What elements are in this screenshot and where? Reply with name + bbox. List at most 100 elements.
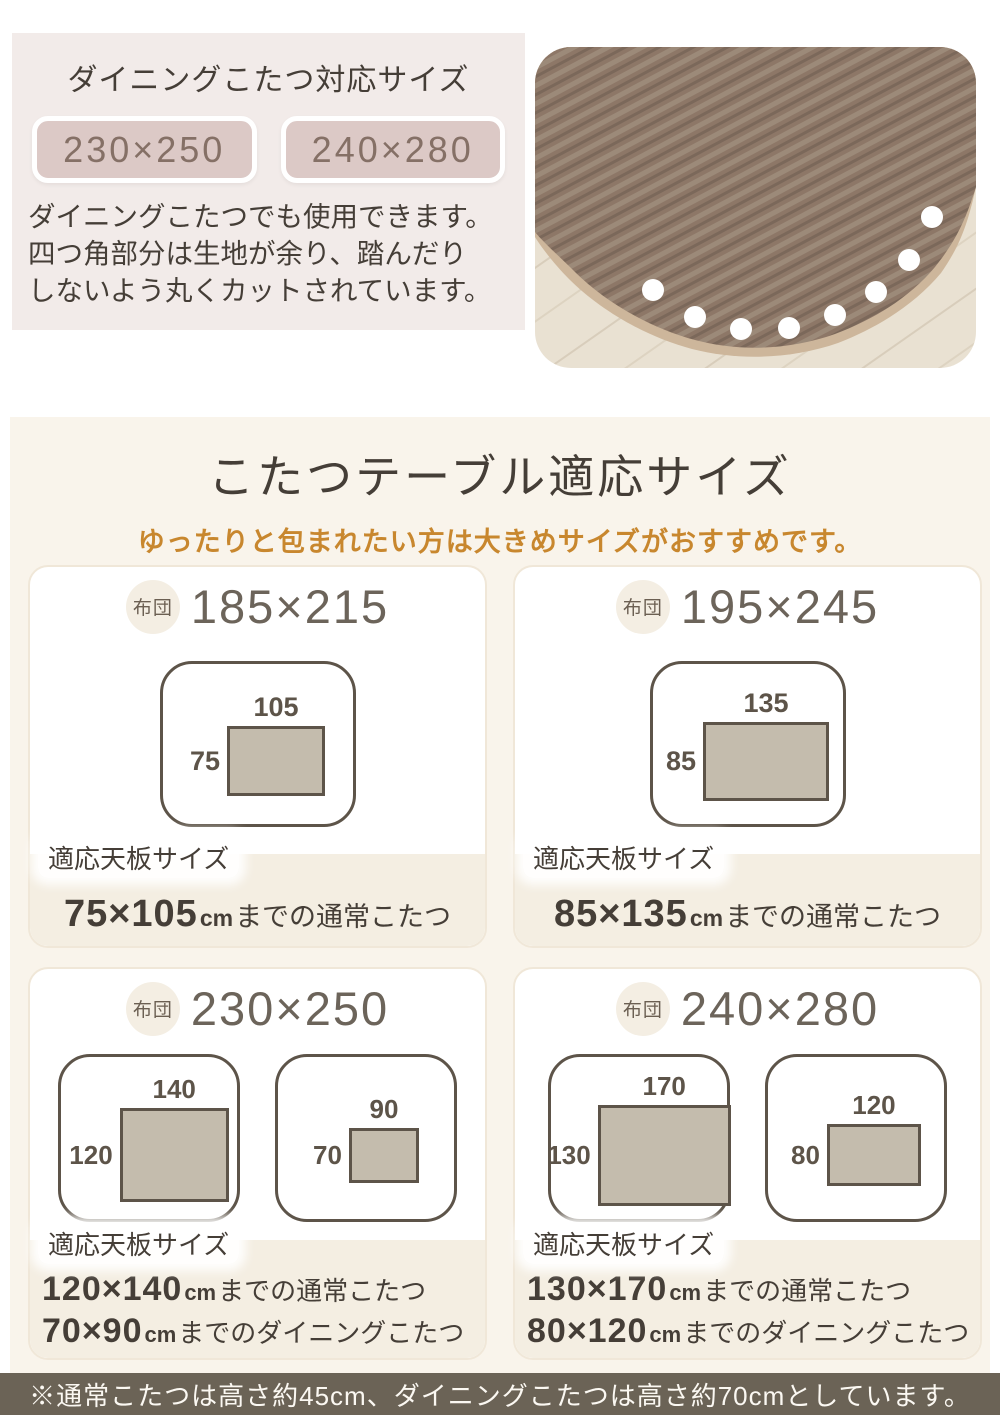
futon-badge: 布団	[615, 579, 670, 634]
footnote-text: ※通常こたつは高さ約45cm、ダイニングこたつは高さ約70cmとしています。	[29, 1380, 971, 1411]
futon-badge: 布団	[125, 579, 180, 634]
size-section-title: こたつテーブル適応サイズ	[208, 451, 792, 503]
kotatsu-futon-outline: 120 80	[765, 1054, 947, 1222]
dining-description-line3: しないよう丸くカットされています。	[28, 275, 492, 306]
fit-unit: cm	[649, 1321, 682, 1347]
table-width-label: 105	[253, 692, 299, 722]
futon-badge: 布団	[615, 981, 670, 1036]
fit-line: 130×170 cm までの通常こたつ	[527, 1270, 911, 1309]
card-header: 布団 230×250	[30, 981, 485, 1036]
fit-lines: 120×140 cm までの通常こたつ 70×90 cm までのダイニングこたつ	[30, 1240, 485, 1358]
size-badge-240x280: 240×280	[280, 116, 505, 183]
table-diagrams: 135 85	[515, 634, 980, 854]
dining-description: ダイニングこたつでも使用できます。 四つ角部分は生地が余り、踏んだり しないよう…	[28, 198, 525, 309]
fit-description: までの通常こたつ	[725, 901, 942, 932]
table-top-rect	[826, 1124, 921, 1186]
fit-description: までの通常こたつ	[703, 1275, 912, 1306]
futon-badge: 布団	[125, 981, 180, 1036]
table-depth-label: 70	[313, 1139, 342, 1170]
top-panel-size-label: 適応天板サイズ	[38, 837, 240, 878]
diagram-grid: 135 85	[665, 687, 830, 801]
table-width-label: 135	[743, 687, 789, 718]
size-card: 布団 230×250 140 120 90 70 適応天板サイズ 120×140…	[28, 967, 487, 1360]
table-width-label: 90	[369, 1093, 399, 1124]
dining-panel: ダイニングこたつ対応サイズ 230×250 240×280 ダイニングこたつでも…	[12, 33, 525, 330]
kotatsu-table-size-section: こたつテーブル適応サイズ ゆったりと包まれたい方は大きめサイズがおすすめです。 …	[10, 417, 990, 1373]
fit-unit: cm	[669, 1279, 702, 1305]
top-panel-size-label: 適応天板サイズ	[38, 1223, 240, 1264]
table-depth-label: 120	[69, 1139, 113, 1170]
fit-size-value: 75×105	[63, 892, 198, 935]
dining-size-badges: 230×250 240×280	[32, 116, 505, 183]
table-depth-label: 80	[791, 1139, 820, 1170]
table-diagrams: 105 75	[30, 634, 485, 854]
footnote-bar: ※通常こたつは高さ約45cm、ダイニングこたつは高さ約70cmとしています。	[0, 1373, 1000, 1415]
card-fit-panel: 適応天板サイズ 130×170 cm までの通常こたつ 80×120 cm までのダイニ…	[515, 1223, 980, 1358]
fit-size-value: 80×120	[527, 1311, 648, 1350]
fit-size-value: 85×135	[553, 892, 688, 935]
fit-description: までの通常こたつ	[218, 1275, 427, 1306]
fit-unit: cm	[184, 1279, 217, 1305]
fit-line: 120×140 cm までの通常こたつ	[42, 1270, 426, 1309]
card-fit-panel: 適応天板サイズ 120×140 cm までの通常こたつ 70×90 cm までのダイニン…	[30, 1223, 485, 1358]
table-width-label: 170	[642, 1070, 686, 1101]
fit-unit: cm	[689, 904, 724, 931]
fit-lines: 130×170 cm までの通常こたつ 80×120 cm までのダイニングこたつ	[515, 1240, 980, 1358]
fit-size-value: 130×170	[527, 1269, 668, 1308]
size-card: 布団 240×280 170 130 120 80 適応天板サイズ 130×17…	[513, 967, 982, 1360]
card-header: 布団 195×245	[515, 579, 980, 634]
card-header: 布団 185×215	[30, 579, 485, 634]
futon-size-value: 185×215	[190, 580, 390, 633]
table-top-rect	[348, 1127, 419, 1183]
dining-description-line1: ダイニングこたつでも使用できます。	[28, 201, 493, 232]
diagram-grid: 90 70	[313, 1094, 419, 1183]
fit-description: までの通常こたつ	[235, 901, 452, 932]
fit-unit: cm	[144, 1321, 177, 1347]
kotatsu-futon-outline: 140 120	[58, 1054, 240, 1222]
size-card: 布団 195×245 135 85 適応天板サイズ 85×135 cm までの通常こ…	[513, 565, 982, 948]
fit-line: 80×120 cm までのダイニングこたつ	[527, 1312, 969, 1351]
diagram-grid: 140 120	[69, 1074, 229, 1202]
fit-description: までのダイニングこたつ	[683, 1317, 970, 1348]
blanket-top	[535, 47, 976, 348]
fit-line: 85×135 cm までの通常こたつ	[554, 893, 941, 936]
blanket-photo-illustration	[535, 47, 976, 368]
size-card: 布団 185×215 105 75 適応天板サイズ 75×105 cm までの通常こ…	[28, 565, 487, 948]
table-depth-label: 75	[189, 745, 221, 776]
table-diagrams: 140 120 90 70	[30, 1036, 485, 1240]
table-width-label: 140	[152, 1074, 196, 1104]
fit-lines: 85×135 cm までの通常こたつ	[515, 854, 980, 960]
fit-size-value: 70×90	[42, 1311, 143, 1350]
fit-description: までのダイニングこたつ	[178, 1317, 465, 1348]
table-depth-label: 85	[665, 745, 697, 776]
size-section-subtitle: ゆったりと包まれたい方は大きめサイズがおすすめです。	[137, 527, 863, 557]
fit-unit: cm	[199, 904, 234, 931]
table-width-label: 120	[852, 1090, 896, 1120]
card-fit-panel: 適応天板サイズ 85×135 cm までの通常こたつ	[515, 837, 980, 946]
futon-size-value: 230×250	[190, 982, 390, 1035]
fit-line: 70×90 cm までのダイニングこたつ	[42, 1312, 464, 1351]
table-diagrams: 170 130 120 80	[515, 1036, 980, 1240]
diagram-grid: 120 80	[791, 1090, 921, 1186]
futon-size-value: 195×245	[680, 580, 880, 633]
top-panel-size-label: 適応天板サイズ	[523, 837, 725, 878]
kotatsu-futon-outline: 170 130	[547, 1054, 731, 1222]
table-depth-label: 130	[547, 1139, 591, 1170]
kotatsu-futon-outline: 105 75	[159, 661, 356, 827]
diagram-grid: 170 130	[547, 1070, 731, 1206]
dining-description-line2: 四つ角部分は生地が余り、踏んだり	[28, 238, 467, 269]
top-panel-size-label: 適応天板サイズ	[523, 1223, 725, 1264]
table-top-rect	[597, 1104, 731, 1206]
blanket-corner-photo	[535, 47, 976, 368]
kotatsu-futon-outline: 135 85	[649, 661, 846, 827]
table-top-rect	[227, 726, 326, 796]
diagram-grid: 105 75	[189, 692, 326, 796]
card-fit-panel: 適応天板サイズ 75×105 cm までの通常こたつ	[30, 837, 485, 946]
table-top-rect	[119, 1108, 229, 1202]
card-header: 布団 240×280	[515, 981, 980, 1036]
table-top-rect	[703, 721, 830, 801]
kotatsu-futon-outline: 90 70	[275, 1054, 457, 1222]
dining-title: ダイニングこたつ対応サイズ	[67, 64, 470, 97]
fit-size-value: 120×140	[42, 1269, 183, 1308]
futon-size-value: 240×280	[680, 982, 880, 1035]
